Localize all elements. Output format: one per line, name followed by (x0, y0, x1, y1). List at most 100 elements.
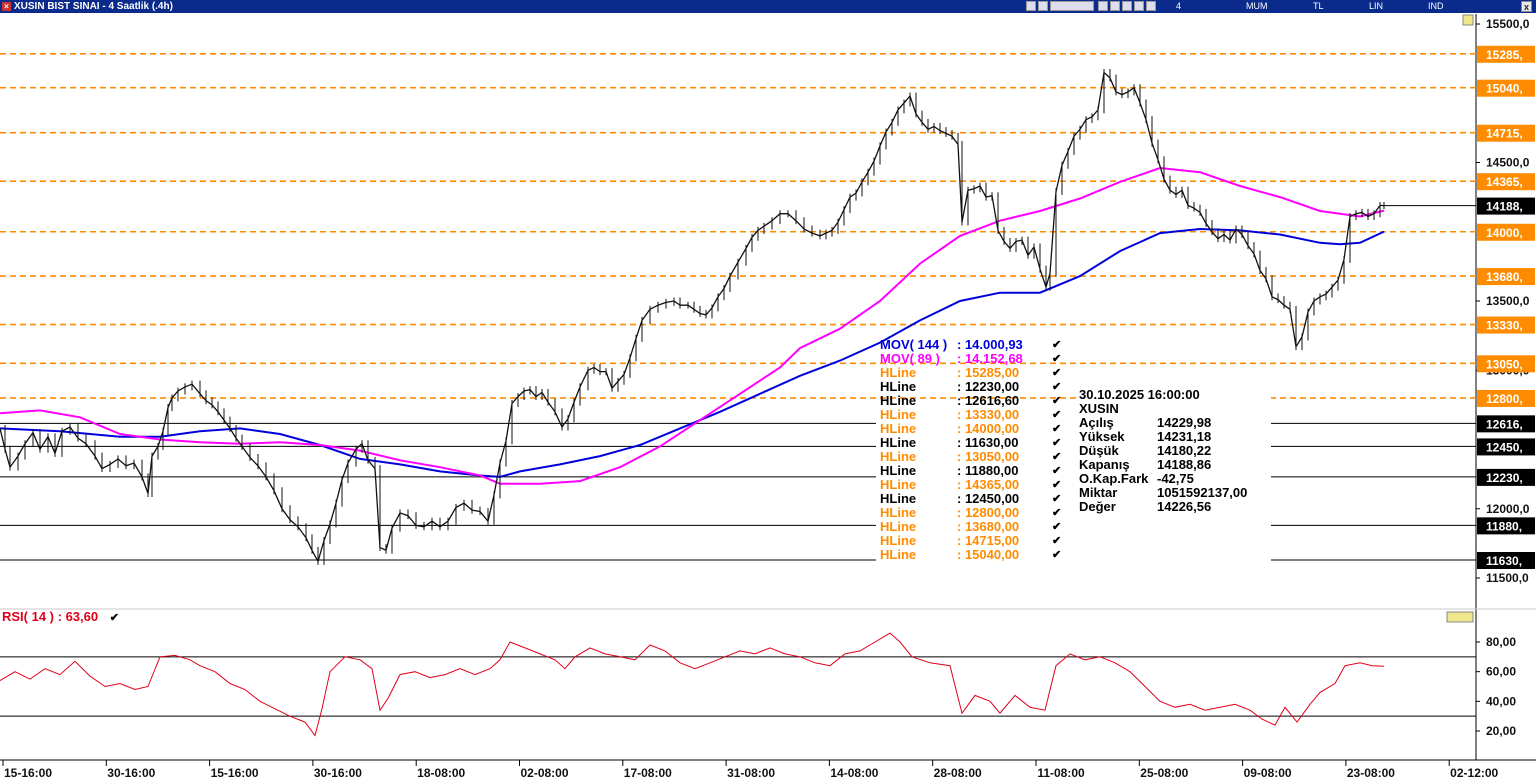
price-tag-bg (1477, 45, 1535, 63)
price-tag-bg (1477, 438, 1535, 456)
price-tag-bg (1477, 223, 1535, 241)
rsi-value: : 63,60 (57, 609, 99, 624)
legend-toggle-check[interactable]: ✔ (1052, 493, 1062, 505)
legend-item-name: HLine (880, 547, 917, 562)
price-tag-bg (1477, 173, 1535, 191)
legend-item-name: HLine (880, 519, 917, 534)
price-tick-label: 14500,0 (1486, 156, 1530, 170)
price-tag-bg (1477, 197, 1535, 215)
zoom-icon[interactable] (1110, 1, 1120, 11)
price-tag-label: 13050, (1486, 357, 1523, 371)
legend-toggle-check[interactable]: ✔ (1052, 465, 1062, 477)
price-tag-label: 15040, (1486, 82, 1523, 96)
legend-toggle-check[interactable]: ✔ (1052, 339, 1062, 351)
app-icon[interactable]: × (2, 2, 11, 11)
legend-toggle-check[interactable]: ✔ (1052, 535, 1062, 547)
price-tick-label: 15500,0 (1486, 17, 1530, 31)
pane-menu-icon[interactable] (1462, 14, 1474, 26)
legend-item-name: HLine (880, 533, 917, 548)
currency-toggle[interactable]: TL (1313, 1, 1324, 11)
legend-toggle-check[interactable]: ✔ (1052, 367, 1062, 379)
legend-toggle-check[interactable]: ✔ (1052, 437, 1062, 449)
legend-toggle-check[interactable]: ✔ (1052, 381, 1062, 393)
legend-toggle-check[interactable]: ✔ (1052, 353, 1062, 365)
price-tag-bg (1477, 551, 1535, 569)
indicator-menu[interactable]: IND (1428, 1, 1444, 11)
legend-toggle-check[interactable]: ✔ (1052, 409, 1062, 421)
time-tick-label: 14-08:00 (830, 766, 878, 780)
legend-item-value: : 12230,00 (957, 379, 1020, 394)
time-tick-label: 25-08:00 (1140, 766, 1188, 780)
info-symbol: XUSIN (1079, 401, 1119, 416)
indicator-icon[interactable] (1134, 1, 1144, 11)
price-tick-label: 11500,0 (1486, 571, 1529, 585)
price-tag-bg (1477, 268, 1535, 286)
price-tag-bg (1477, 316, 1535, 334)
chart-type-icon[interactable] (1038, 1, 1048, 11)
legend-item-value: : 15285,00 (957, 365, 1020, 380)
info-key: Düşük (1079, 443, 1119, 458)
legend-item-name: HLine (880, 505, 917, 520)
info-value: 14231,18 (1157, 429, 1212, 444)
period-selector[interactable]: 4 Saatlik (1176, 1, 1204, 24)
legend-item-value: : 14715,00 (957, 533, 1020, 548)
price-tag-label: 12450, (1486, 440, 1523, 454)
legend-item-value: : 14.152,68 (957, 351, 1023, 366)
mov144-line (0, 227, 1385, 478)
rsi-tick-label: 20,00 (1486, 724, 1516, 738)
grid-icon[interactable] (1098, 1, 1108, 11)
info-value: 14180,22 (1157, 443, 1212, 458)
price-tag-label: 11880, (1486, 519, 1522, 533)
legend-toggle-check[interactable]: ✔ (1052, 507, 1062, 519)
legend-toggle-check[interactable]: ✔ (1052, 395, 1062, 407)
scale-toggle[interactable]: LIN (1369, 1, 1384, 11)
template-selector[interactable] (1050, 1, 1094, 11)
time-tick-label: 31-08:00 (727, 766, 775, 780)
legend-item-value: : 14365,00 (957, 477, 1020, 492)
legend-item-value: : 14000,00 (957, 421, 1020, 436)
time-tick-label: 02-08:00 (520, 766, 568, 780)
legend-item-name: HLine (880, 407, 917, 422)
price-tag-bg (1477, 355, 1535, 373)
ohlc-info-box: 30.10.2025 16:00:00 XUSIN Açılış 14229,98… (1077, 386, 1271, 562)
close-button[interactable]: x (1521, 1, 1532, 12)
legend-item-value: : 12616,60 (957, 393, 1020, 408)
time-tick-label: 15-16:00 (4, 766, 52, 780)
candle-type-toggle[interactable]: MUM (1246, 1, 1268, 11)
rsi-toggle-check[interactable]: ✔ (109, 612, 119, 624)
rsi-tick-label: 60,00 (1486, 665, 1516, 679)
legend-toggle-check[interactable]: ✔ (1052, 479, 1062, 491)
legend-item-name: HLine (880, 463, 917, 478)
legend-item-name: HLine (880, 421, 917, 436)
rsi-label: RSI( 14 ) (2, 609, 55, 624)
legend-item-value: : 14.000,93 (957, 337, 1023, 352)
legend-toggle-check[interactable]: ✔ (1052, 423, 1062, 435)
sync-icon[interactable] (1026, 1, 1036, 11)
info-datetime: 30.10.2025 16:00:00 (1079, 387, 1200, 402)
price-tag-label: 13330, (1486, 319, 1523, 333)
price-tag-bg (1477, 389, 1535, 407)
rsi-tick-label: 80,00 (1486, 635, 1516, 649)
price-tag-label: 13680, (1486, 270, 1523, 284)
info-key: Yüksek (1079, 429, 1125, 444)
price-tag-bg (1477, 468, 1535, 486)
rsi-line (0, 632, 1385, 737)
price-tag-bg (1477, 124, 1535, 142)
draw-tool-icon[interactable] (1122, 1, 1132, 11)
info-key: Değer (1079, 499, 1116, 514)
legend-toggle-check[interactable]: ✔ (1052, 451, 1062, 463)
settings-icon[interactable] (1146, 1, 1156, 11)
legend-item-value: : 13330,00 (957, 407, 1020, 422)
price-tag-label: 14188, (1486, 200, 1523, 214)
price-tag-bg (1477, 79, 1535, 97)
info-key: Miktar (1079, 485, 1118, 500)
rsi-pane-menu-icon[interactable] (1446, 611, 1474, 623)
time-tick-label: 17-08:00 (624, 766, 672, 780)
price-tag-label: 12800, (1486, 392, 1523, 406)
legend-toggle-check[interactable]: ✔ (1052, 521, 1062, 533)
info-key: Açılış (1079, 415, 1114, 430)
legend-item-name: HLine (880, 365, 917, 380)
price-tick-label: 12000,0 (1486, 502, 1530, 516)
legend-toggle-check[interactable]: ✔ (1052, 549, 1062, 561)
